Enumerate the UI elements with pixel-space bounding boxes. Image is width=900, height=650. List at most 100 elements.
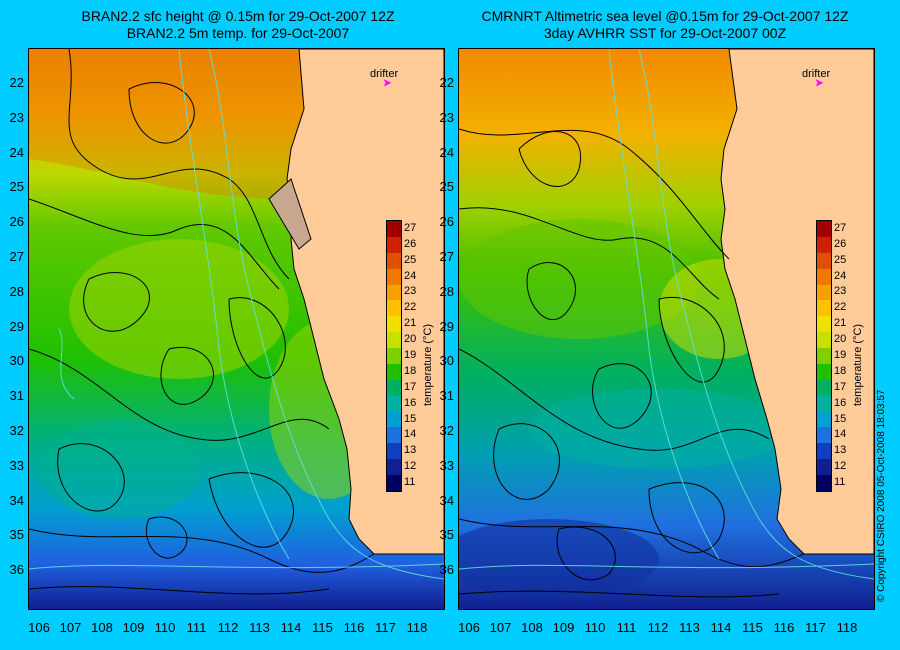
left-drifter-label: drifter — [370, 68, 399, 80]
colorbar-tick-label: 15 — [404, 412, 417, 425]
colorbar-tick-label: 19 — [404, 349, 417, 361]
colorbar-tick-label: 15 — [834, 412, 847, 425]
colorbar-title-left: temperature (°C) — [422, 323, 434, 406]
colorbar-tick-label: 14 — [834, 428, 847, 441]
lon-tick-label: 117 — [375, 620, 396, 635]
colorbar-tick-label: 17 — [834, 380, 847, 393]
left-map — [28, 48, 445, 610]
colorbar-swatch — [817, 348, 831, 364]
colorbar-swatch — [817, 268, 831, 285]
colorbar-swatch — [387, 395, 401, 412]
lat-tick-label: 29 — [9, 318, 24, 334]
lon-tick-label: 114 — [710, 620, 732, 635]
colorbar-swatch — [387, 300, 401, 317]
lon-tick-label: 118 — [406, 620, 428, 635]
lat-tick-label: 36 — [9, 562, 24, 578]
colorbar-tick-label: 27 — [834, 221, 847, 234]
lat-tick-label: 23 — [439, 109, 454, 125]
colorbar-tick-label: 11 — [834, 476, 846, 489]
lat-tick-label: 34 — [9, 492, 24, 508]
right-title: CMRNRT Altimetric sea level @0.15m for 2… — [455, 8, 875, 42]
right-title-line2: 3day AVHRR SST for 29-Oct-2007 00Z — [543, 25, 787, 41]
right-drifter-label: drifter — [802, 68, 831, 80]
colorbar-tick-label: 19 — [834, 349, 847, 361]
lon-tick-label: 108 — [91, 620, 113, 635]
colorbar-swatch — [387, 411, 401, 428]
colorbar-tick-label: 12 — [404, 460, 417, 473]
colorbar-tick-label: 16 — [834, 396, 847, 409]
lon-tick-label: 113 — [679, 620, 700, 635]
lon-tick-label: 116 — [773, 620, 795, 635]
colorbar-tick-label: 24 — [404, 269, 417, 282]
lon-tick-label: 112 — [647, 620, 669, 635]
lat-tick-label: 32 — [439, 423, 454, 438]
lat-tick-label: 22 — [9, 75, 24, 90]
colorbar-swatch — [817, 284, 831, 301]
colorbar-tick-label: 21 — [404, 317, 417, 330]
left-title-line2: BRAN2.2 5m temp. for 29-Oct-2007 — [126, 25, 350, 41]
colorbar-swatch — [817, 332, 831, 348]
lon-tick-label: 113 — [249, 620, 270, 635]
lon-tick-label: 116 — [343, 620, 365, 635]
lat-tick-label: 25 — [9, 179, 24, 195]
lat-tick-label: 23 — [9, 109, 24, 125]
colorbar-swatch — [387, 459, 401, 475]
copyright-text: © Copyright CSIRO 2008 05-Oct-2008 18:03… — [876, 389, 887, 603]
colorbar-tick-label: 18 — [404, 364, 417, 377]
lat-tick-label: 24 — [9, 144, 24, 160]
lat-tick-label: 25 — [439, 179, 454, 195]
lon-tick-label: 107 — [489, 620, 512, 635]
colorbar-swatch — [387, 252, 401, 269]
colorbar-tick-label: 12 — [834, 460, 847, 473]
colorbar-swatch — [387, 443, 401, 460]
colorbar-swatch — [387, 236, 401, 253]
lat-tick-label: 33 — [439, 457, 454, 473]
lon-tick-label: 117 — [805, 620, 826, 635]
colorbar-tick-label: 24 — [834, 269, 847, 282]
colorbar-tick-label: 23 — [404, 285, 417, 298]
lon-tick-label: 114 — [280, 620, 302, 635]
lat-tick-label: 35 — [9, 527, 24, 543]
lon-tick-label: 106 — [28, 620, 50, 635]
colorbar-tick-label: 27 — [404, 221, 417, 234]
colorbar-swatch — [817, 379, 831, 396]
colorbar-tick-label: 26 — [834, 237, 847, 250]
right-drifter-icon: ➤ — [815, 78, 824, 89]
colorbar-swatch — [387, 379, 401, 396]
lat-tick-label: 26 — [9, 214, 24, 230]
right-map — [458, 48, 875, 610]
lat-tick-label: 30 — [439, 353, 454, 369]
lon-tick-label: 115 — [742, 620, 763, 635]
lat-tick-label: 31 — [9, 388, 24, 404]
lon-tick-label: 107 — [59, 620, 82, 635]
colorbar-swatch — [387, 268, 401, 285]
colorbar-tick-label: 22 — [834, 301, 847, 314]
lon-tick-label: 115 — [312, 620, 333, 635]
colorbar-swatch — [817, 459, 831, 475]
colorbar-swatch — [817, 411, 831, 428]
colorbar-tick-label: 25 — [404, 253, 417, 266]
lat-tick-label: 35 — [439, 527, 454, 543]
colorbar-swatch — [387, 427, 401, 444]
colorbar-tick-label: 13 — [834, 444, 847, 457]
colorbar-right — [816, 220, 832, 492]
lon-tick-label: 109 — [552, 620, 575, 635]
lat-tick-label: 36 — [439, 562, 454, 578]
colorbar-swatch — [817, 236, 831, 253]
colorbar-swatch — [817, 475, 831, 491]
lat-tick-label: 27 — [439, 249, 454, 264]
colorbar-swatch — [817, 300, 831, 317]
lat-tick-label: 33 — [9, 457, 24, 473]
colorbar-swatch — [387, 363, 401, 380]
lat-tick-label: 28 — [439, 283, 454, 299]
colorbar-swatch — [387, 316, 401, 333]
lon-tick-label: 111 — [616, 620, 637, 635]
left-title-line1: BRAN2.2 sfc height @ 0.15m for 29-Oct-20… — [81, 8, 395, 24]
colorbar-swatch — [387, 221, 401, 237]
lat-tick-label: 28 — [9, 283, 24, 299]
colorbar-swatch — [817, 316, 831, 333]
colorbar-swatch — [817, 221, 831, 237]
colorbar-tick-label: 25 — [834, 253, 847, 266]
lon-tick-label: 108 — [521, 620, 543, 635]
colorbar-swatch — [817, 252, 831, 269]
